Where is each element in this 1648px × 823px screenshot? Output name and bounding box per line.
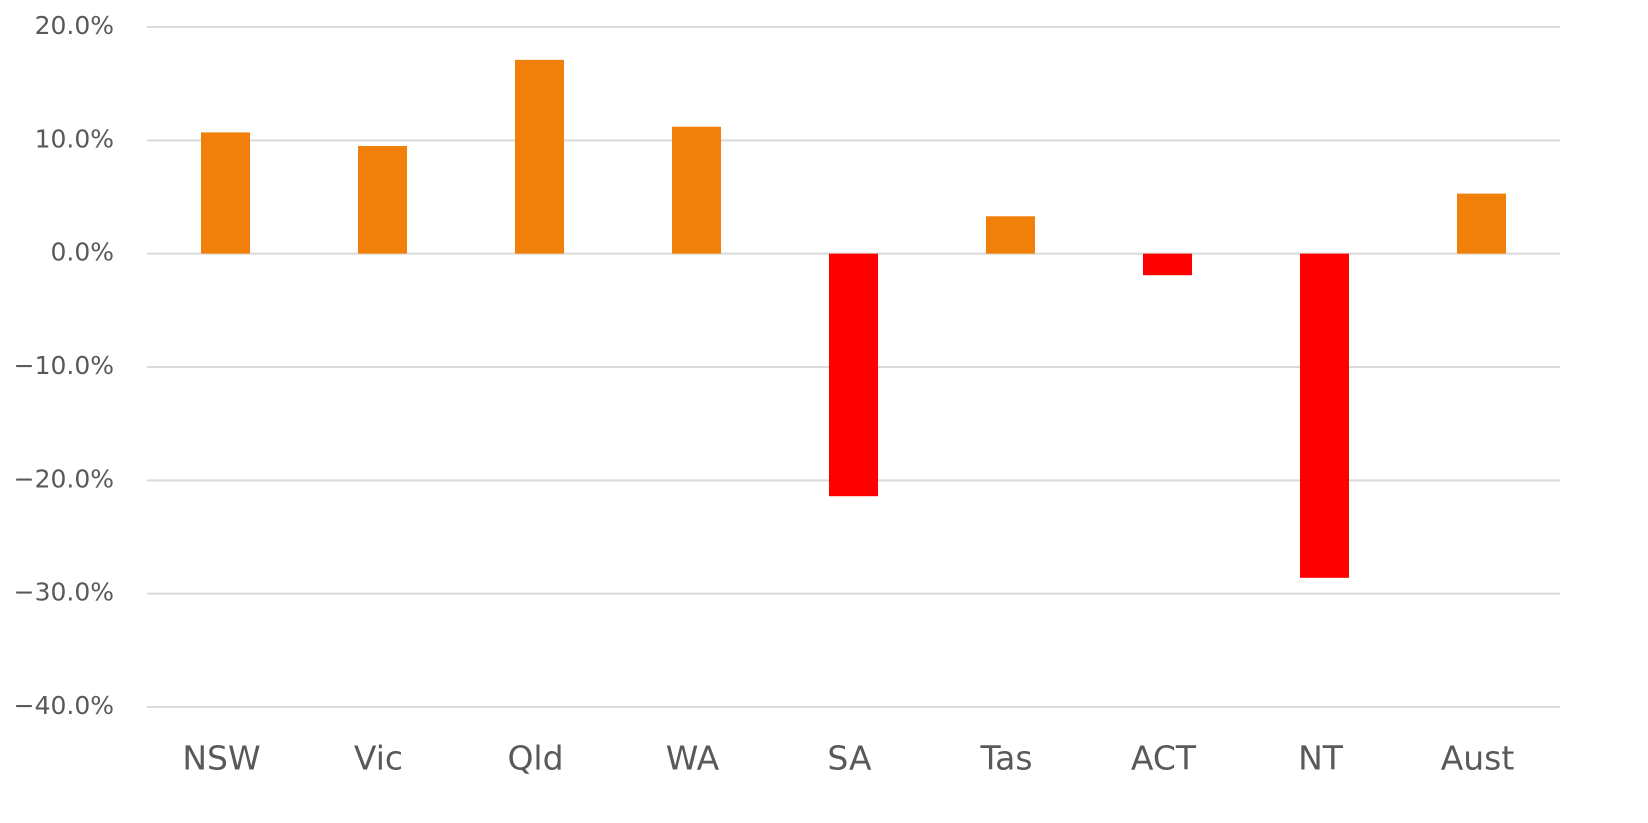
bar: [515, 59, 564, 254]
x-tick-label: Tas: [979, 739, 1032, 778]
bar: [1143, 253, 1192, 276]
bar: [1300, 253, 1349, 578]
x-tick-label: WA: [666, 739, 720, 778]
y-tick-label: −10.0%: [14, 351, 114, 380]
bar: [358, 146, 407, 254]
bar: [829, 253, 878, 497]
x-tick-label: NT: [1298, 739, 1344, 778]
x-tick-label: Vic: [354, 739, 403, 778]
bar: [1457, 193, 1506, 254]
y-tick-label: 10.0%: [35, 124, 114, 153]
x-tick-label: Qld: [507, 739, 563, 778]
x-tick-label: ACT: [1131, 739, 1197, 778]
y-tick-label: −20.0%: [14, 464, 114, 493]
x-tick-label: SA: [827, 739, 872, 778]
bar: [986, 216, 1035, 254]
y-tick-label: −30.0%: [14, 578, 114, 607]
x-tick-label: Aust: [1441, 739, 1515, 778]
y-tick-label: −40.0%: [14, 691, 114, 720]
bar: [672, 126, 721, 254]
y-tick-label: 0.0%: [50, 238, 114, 267]
x-tick-label: NSW: [182, 739, 260, 778]
bar: [201, 132, 250, 254]
y-tick-label: 20.0%: [35, 11, 114, 40]
